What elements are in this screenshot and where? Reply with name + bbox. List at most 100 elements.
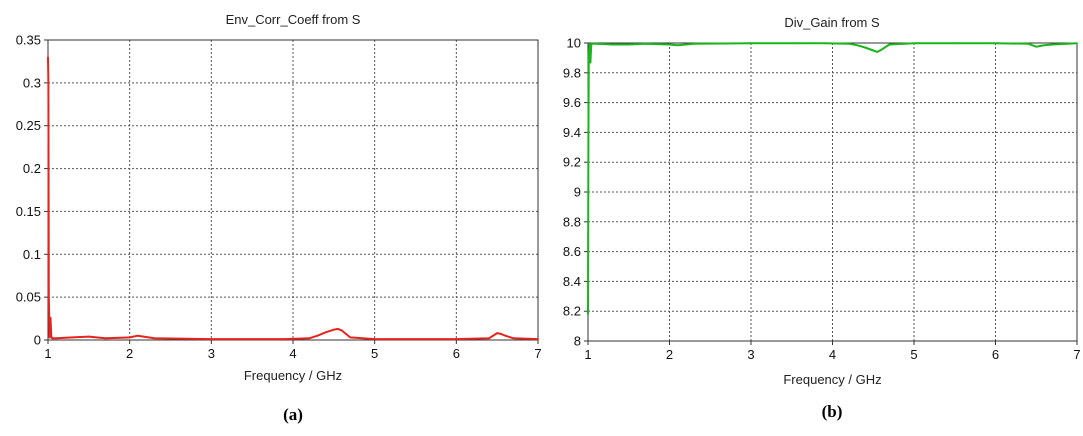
data-point bbox=[864, 46, 866, 49]
x-tick-label: 5 bbox=[910, 347, 917, 362]
y-tick-label: 10 bbox=[567, 36, 581, 51]
data-point bbox=[455, 338, 458, 341]
data-point bbox=[644, 42, 646, 45]
data-point bbox=[504, 334, 507, 337]
data-point bbox=[587, 313, 589, 316]
data-point bbox=[332, 328, 335, 331]
data-point bbox=[588, 43, 591, 46]
chart-title: Div_Gain from S bbox=[784, 15, 880, 30]
data-point bbox=[880, 48, 883, 51]
data-point bbox=[488, 337, 490, 340]
data-point bbox=[49, 316, 52, 319]
data-point bbox=[128, 336, 131, 339]
data-point bbox=[587, 138, 590, 141]
y-tick-label: 0.05 bbox=[16, 290, 41, 305]
data-point bbox=[71, 336, 74, 339]
data-point bbox=[324, 331, 327, 334]
data-point bbox=[496, 332, 499, 335]
chart-div-gain: 1 2 3 4 5 6 7 8 8.2 8.4 8.6 8.8 9 9.2 9.4 9.6 9.8 10 Div_G… bbox=[563, 15, 1081, 421]
data-point bbox=[1039, 45, 1042, 47]
data-point bbox=[500, 333, 503, 335]
data-point bbox=[47, 296, 50, 299]
data-point bbox=[823, 42, 826, 45]
data-point bbox=[47, 81, 50, 84]
data-point bbox=[349, 336, 352, 339]
data-point bbox=[308, 337, 311, 340]
data-point bbox=[847, 42, 850, 45]
y-tick-label: 0.35 bbox=[16, 33, 41, 48]
data-point bbox=[55, 337, 58, 340]
data-point bbox=[210, 338, 213, 341]
data-point bbox=[373, 338, 376, 341]
data-point bbox=[876, 51, 879, 53]
data-point bbox=[676, 44, 679, 47]
x-tick-label: 3 bbox=[208, 346, 215, 361]
x-tick-label: 6 bbox=[992, 347, 999, 362]
y-tick-label: 9.2 bbox=[563, 155, 581, 170]
x-axis-label: Frequency / GHz bbox=[244, 368, 342, 383]
x-tick-label: 7 bbox=[534, 346, 541, 361]
data-point bbox=[87, 335, 90, 338]
y-tick-label: 9 bbox=[574, 185, 581, 200]
x-tick-label: 4 bbox=[289, 346, 296, 361]
data-point bbox=[591, 42, 593, 45]
data-point bbox=[994, 42, 997, 45]
y-tick-label: 9.8 bbox=[563, 65, 581, 80]
x-tick-label: 1 bbox=[44, 346, 51, 361]
panel-label: (a) bbox=[283, 405, 303, 424]
data-point bbox=[50, 335, 53, 338]
data-point bbox=[872, 49, 875, 52]
panel-label: (b) bbox=[822, 402, 843, 421]
y-tick-label: 9.4 bbox=[563, 125, 581, 140]
y-tick-label: 8.8 bbox=[563, 214, 581, 229]
y-tick-label: 8.2 bbox=[563, 304, 581, 319]
data-point bbox=[888, 43, 891, 46]
data-point bbox=[799, 42, 801, 45]
y-tick-label: 0.1 bbox=[23, 247, 41, 262]
data-point bbox=[283, 338, 286, 341]
data-point bbox=[587, 54, 590, 56]
data-point bbox=[589, 61, 592, 64]
y-tick-label: 8.4 bbox=[563, 274, 581, 289]
x-tick-label: 2 bbox=[666, 347, 673, 362]
data-point bbox=[1035, 45, 1038, 48]
data-point bbox=[259, 338, 262, 341]
data-point bbox=[627, 43, 630, 46]
x-tick-label: 1 bbox=[584, 347, 591, 362]
data-point bbox=[750, 42, 752, 45]
data-point bbox=[153, 337, 156, 340]
data-point bbox=[48, 336, 51, 339]
data-point bbox=[611, 43, 614, 46]
data-point bbox=[1076, 42, 1078, 45]
x-tick-label: 6 bbox=[453, 346, 460, 361]
data-point bbox=[1051, 43, 1054, 46]
x-tick-label: 4 bbox=[829, 347, 836, 362]
x-tick-label: 5 bbox=[371, 346, 378, 361]
data-point bbox=[341, 329, 343, 332]
y-tick-label: 9.6 bbox=[563, 95, 581, 110]
data-point bbox=[693, 42, 695, 45]
chart-title: Env_Corr_Coeff from S bbox=[226, 12, 361, 27]
data-point bbox=[316, 334, 319, 337]
data-point bbox=[51, 337, 53, 340]
x-axis-label: Frequency / GHz bbox=[783, 372, 881, 387]
y-tick-label: 8 bbox=[574, 334, 581, 349]
data-point bbox=[913, 42, 915, 45]
data-point bbox=[537, 338, 539, 341]
data-point bbox=[1027, 42, 1029, 45]
data-point bbox=[512, 337, 515, 340]
y-tick-label: 0.15 bbox=[16, 204, 41, 219]
x-tick-label: 3 bbox=[747, 347, 754, 362]
data-point bbox=[47, 56, 49, 59]
y-tick-label: 0.2 bbox=[23, 161, 41, 176]
data-point bbox=[104, 337, 107, 340]
x-tick-label: 2 bbox=[126, 346, 133, 361]
data-point bbox=[953, 42, 956, 45]
y-tick-label: 0.3 bbox=[23, 75, 41, 90]
y-tick-label: 0.25 bbox=[16, 118, 41, 133]
data-point bbox=[337, 327, 339, 330]
y-tick-label: 8.6 bbox=[563, 244, 581, 259]
data-point bbox=[136, 334, 139, 337]
x-tick-label: 7 bbox=[1073, 347, 1080, 362]
